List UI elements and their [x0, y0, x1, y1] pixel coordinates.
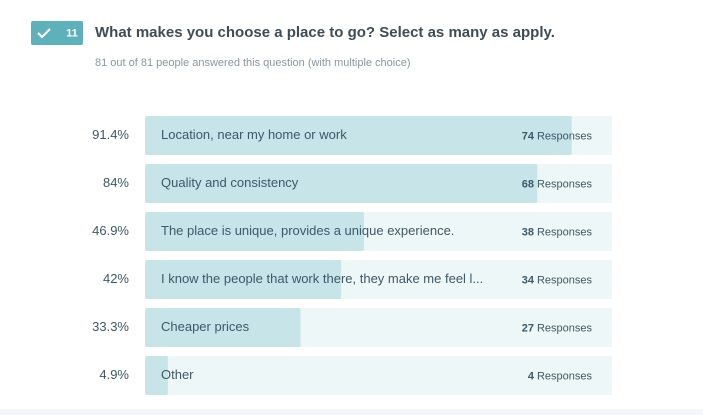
question-title: What makes you choose a place to go? Sel… — [95, 24, 555, 41]
bar — [145, 356, 168, 395]
response-unit: Responses — [537, 322, 593, 334]
question-subtitle: 81 out of 81 people answered this questi… — [95, 57, 411, 69]
category-label: Other — [161, 367, 194, 382]
response-number: 74 — [522, 130, 535, 142]
response-count: 27 Responses — [522, 322, 593, 334]
percent-label: 42% — [103, 271, 129, 286]
response-number: 68 — [522, 178, 534, 190]
bar — [145, 308, 301, 347]
percent-label: 46.9% — [92, 223, 129, 238]
category-label: Location, near my home or work — [161, 127, 347, 142]
bar-track — [145, 356, 612, 395]
category-label: The place is unique, provides a unique e… — [161, 223, 454, 238]
response-number: 27 — [522, 322, 534, 334]
percent-label: 33.3% — [92, 319, 129, 334]
category-label: I know the people that work there, they … — [161, 271, 483, 286]
bar — [145, 164, 538, 203]
response-unit: Responses — [537, 130, 593, 142]
response-unit: Responses — [537, 274, 593, 286]
response-number: 34 — [522, 274, 535, 286]
question-badge — [31, 21, 83, 45]
response-number: 38 — [522, 226, 534, 238]
response-unit: Responses — [537, 226, 593, 238]
bar — [145, 260, 342, 299]
bottom-edge — [0, 409, 703, 415]
response-count: 74 Responses — [522, 130, 593, 142]
response-unit: Responses — [537, 178, 593, 190]
response-count: 68 Responses — [522, 178, 593, 190]
response-unit: Responses — [537, 370, 593, 382]
category-label: Cheaper prices — [161, 319, 250, 334]
response-count: 38 Responses — [522, 226, 593, 238]
response-number: 4 — [528, 370, 535, 382]
check-icon — [37, 28, 51, 39]
response-count: 4 Responses — [528, 370, 593, 382]
bar — [145, 116, 572, 155]
percent-label: 91.4% — [92, 127, 129, 142]
response-count: 34 Responses — [522, 274, 593, 286]
percent-label: 84% — [103, 175, 129, 190]
question-number: 11 — [66, 27, 78, 39]
category-label: Quality and consistency — [161, 175, 299, 190]
bar — [145, 212, 365, 251]
percent-label: 4.9% — [99, 367, 129, 382]
